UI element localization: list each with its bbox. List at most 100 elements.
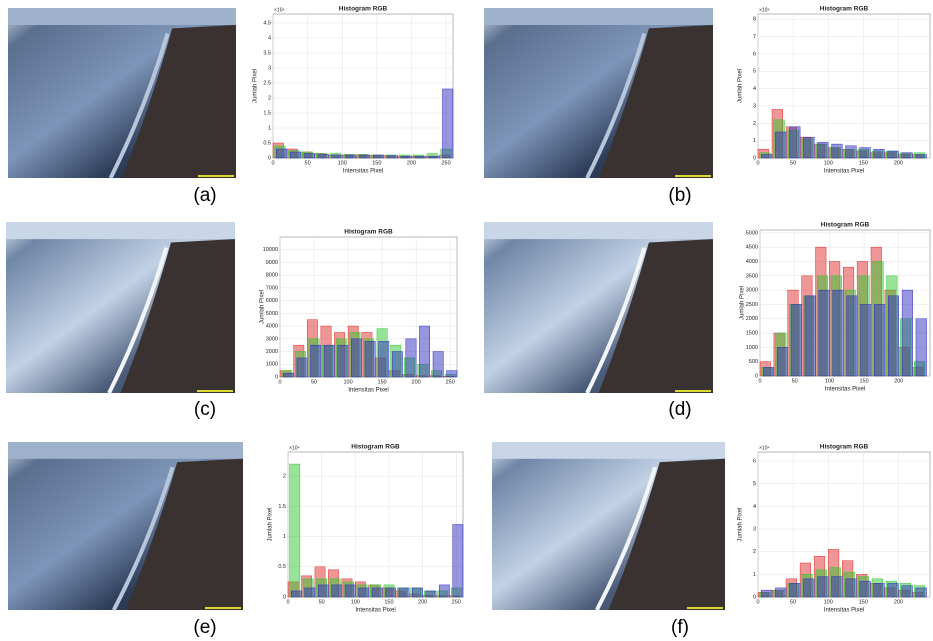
photo-timestamp <box>675 390 711 392</box>
y-tick-label: 5000 <box>266 311 278 317</box>
x-tick-label: 100 <box>343 379 352 385</box>
histogram-bar <box>414 155 426 159</box>
y-tick-label: 1.5 <box>278 504 286 510</box>
histogram-bar <box>761 154 773 159</box>
y-tick-label: 3500 <box>746 273 758 279</box>
y-tick-label: 9000 <box>266 260 278 266</box>
caption: (c) <box>194 399 216 420</box>
histogram-bar <box>351 338 362 378</box>
y-tick-label: 0.5 <box>278 564 286 570</box>
y-tick-label: 5 <box>753 69 756 75</box>
histogram-bar <box>789 126 801 159</box>
x-tick-label: 200 <box>894 378 903 384</box>
caption: (d) <box>668 399 691 420</box>
histogram-bar <box>425 590 437 598</box>
y-tick-label: 3 <box>268 65 271 71</box>
x-tick-label: 0 <box>756 599 759 605</box>
histogram-bar <box>317 154 329 159</box>
histogram-bar <box>331 154 343 159</box>
x-axis-label: Intensitas Pixel <box>824 169 864 175</box>
chart-title: Histogram RGB <box>820 444 869 451</box>
y-tick-label: 10000 <box>263 247 278 253</box>
x-tick-label: 250 <box>452 599 461 605</box>
histogram-bar <box>874 304 886 377</box>
y-exponent: ×10⁴ <box>759 445 770 451</box>
photo-sky <box>484 8 713 25</box>
histogram-bar <box>873 583 885 598</box>
histogram-bar <box>790 304 802 377</box>
histogram-bar <box>432 351 444 378</box>
y-tick-label: 3.5 <box>263 50 271 56</box>
chart-title: Histogram RGB <box>339 6 388 13</box>
histogram-bar <box>439 584 450 598</box>
y-tick-label: 1 <box>753 138 756 144</box>
histogram-bar <box>845 145 857 159</box>
y-tick-label: 6000 <box>266 298 278 304</box>
histogram-bar <box>419 325 431 378</box>
y-axis-label: Jumlah Pixel <box>253 69 259 103</box>
plot-area <box>272 13 454 159</box>
histogram-bar <box>428 155 440 159</box>
x-tick-label: 200 <box>418 599 427 605</box>
histogram-bar <box>846 295 858 377</box>
chart-title: Histogram RGB <box>820 6 869 13</box>
x-tick-label: 0 <box>756 160 759 166</box>
x-tick-label: 200 <box>407 160 416 166</box>
x-tick-label: 50 <box>790 599 796 605</box>
photo-sky <box>8 8 236 25</box>
y-tick-label: 4000 <box>746 259 758 265</box>
histogram-bar <box>345 154 357 159</box>
photo-beach <box>125 458 243 610</box>
y-tick-label: 0 <box>755 373 758 379</box>
histogram-bar <box>386 155 398 159</box>
photo-surf <box>585 247 647 394</box>
x-tick-label: 200 <box>894 160 903 166</box>
histogram-bar <box>289 151 301 159</box>
y-axis-label: Jumlah Pixel <box>740 286 746 320</box>
y-axis-label: Jumlah Pixel <box>738 69 744 103</box>
x-tick-label: 150 <box>378 379 387 385</box>
x-tick-label: 0 <box>271 160 274 166</box>
histogram-bar <box>887 583 899 598</box>
y-tick-label: 5000 <box>746 230 758 236</box>
y-tick-label: 8 <box>753 17 756 23</box>
histogram-bar <box>331 584 343 598</box>
histogram-bar <box>915 154 927 159</box>
histogram-bar <box>817 576 829 598</box>
histogram-bar <box>344 584 356 598</box>
y-tick-label: 0 <box>753 594 756 600</box>
histogram-bar <box>915 318 927 377</box>
y-tick-label: 1500 <box>746 331 758 337</box>
x-axis-label: Intensitas Pixel <box>355 608 395 614</box>
y-tick-label: 6 <box>753 459 756 465</box>
y-tick-label: 2 <box>268 95 271 101</box>
chart-title: Histogram RGB <box>351 444 400 451</box>
histogram-bar <box>873 149 885 159</box>
y-tick-label: 1 <box>753 572 756 578</box>
y-tick-label: 4 <box>268 35 271 41</box>
histogram-bar <box>887 295 900 377</box>
y-axis-label: Jumlah Pixel <box>260 290 266 324</box>
histogram-bar <box>761 589 773 598</box>
y-tick-label: 4.5 <box>263 20 271 26</box>
y-tick-label: 3 <box>753 526 756 532</box>
x-tick-label: 100 <box>351 599 360 605</box>
y-tick-label: 1 <box>268 125 271 131</box>
histogram-bar <box>378 341 390 378</box>
y-tick-label: 1000 <box>746 345 758 351</box>
histogram-bar <box>359 154 371 159</box>
x-tick-label: 150 <box>372 160 381 166</box>
x-tick-label: 100 <box>824 160 833 166</box>
histogram-bar <box>817 142 829 159</box>
photo-surf <box>585 32 647 179</box>
x-tick-label: 200 <box>894 599 903 605</box>
histogram-bar <box>776 347 789 377</box>
histogram-bar <box>391 351 403 378</box>
y-tick-label: 2000 <box>266 349 278 355</box>
x-tick-label: 100 <box>824 599 833 605</box>
y-tick-label: 2 <box>753 121 756 127</box>
x-tick-label: 50 <box>790 160 796 166</box>
histogram-bar <box>364 341 376 378</box>
photo-surf <box>595 466 658 611</box>
y-tick-label: 2 <box>753 549 756 555</box>
